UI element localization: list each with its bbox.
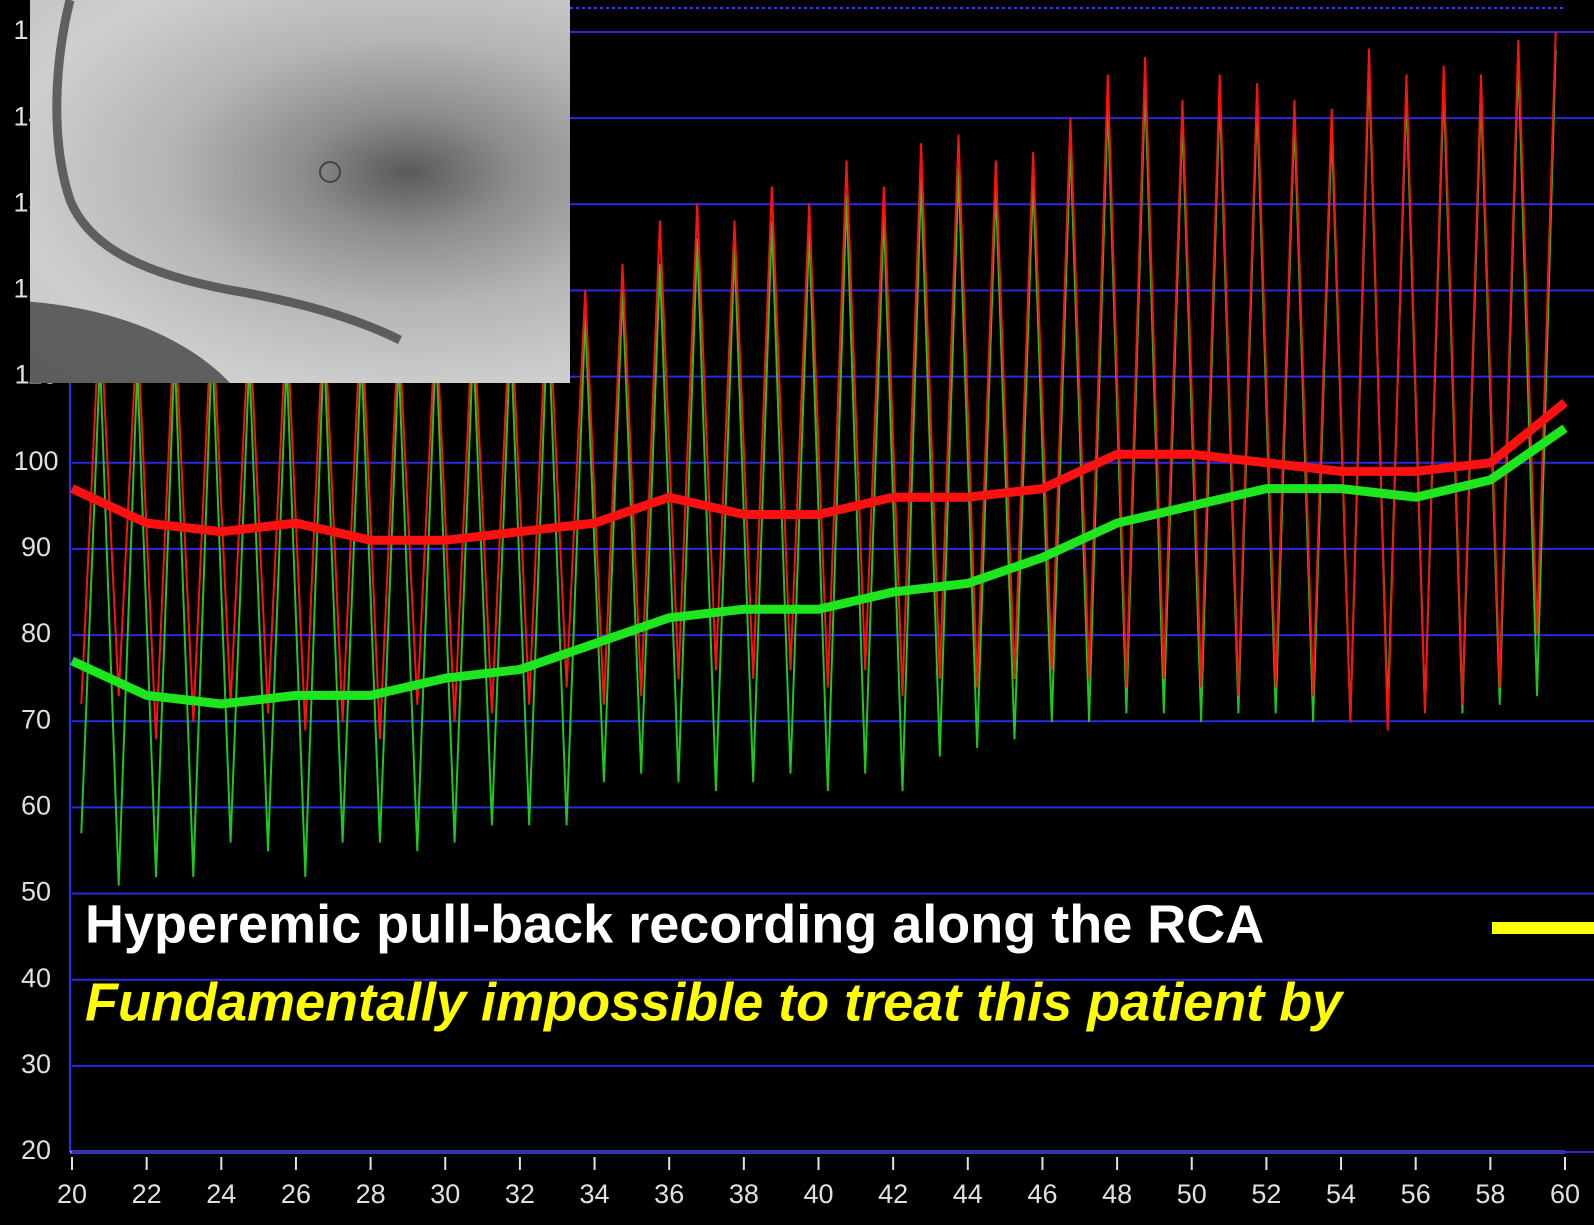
x-tick-label: 56	[1401, 1179, 1431, 1209]
x-tick-label: 20	[57, 1179, 87, 1209]
y-tick-label: 20	[21, 1135, 51, 1165]
x-tick-label: 32	[505, 1179, 535, 1209]
x-tick-label: 26	[281, 1179, 311, 1209]
x-tick-label: 38	[729, 1179, 759, 1209]
x-tick-label: 60	[1550, 1179, 1580, 1209]
x-tick-label: 54	[1326, 1179, 1356, 1209]
x-tick-label: 34	[580, 1179, 610, 1209]
y-tick-label: 90	[21, 532, 51, 562]
pressure-line	[70, 398, 1568, 545]
x-tick-label: 24	[206, 1179, 236, 1209]
x-tick-label: 28	[356, 1179, 386, 1209]
x-tick-label: 46	[1027, 1179, 1057, 1209]
y-tick-label: 70	[21, 704, 51, 734]
x-tick-label: 30	[430, 1179, 460, 1209]
x-tick-label: 44	[953, 1179, 983, 1209]
annotation: Fundamentally impossible to treat this p…	[85, 972, 1345, 1032]
angiogram-vessel	[30, 0, 403, 383]
y-tick-label: 80	[21, 618, 51, 648]
x-tick-label: 22	[132, 1179, 162, 1209]
x-tick-label: 58	[1475, 1179, 1505, 1209]
legend-swatch	[1492, 922, 1594, 934]
y-tick-label: 50	[21, 877, 51, 907]
plot	[70, 31, 1568, 886]
angiogram-image	[30, 0, 570, 383]
annotation: Hyperemic pull-back recording along the …	[85, 894, 1264, 954]
x-tick-label: 40	[803, 1179, 833, 1209]
y-tick-label: 30	[21, 1049, 51, 1079]
x-tick-label: 50	[1177, 1179, 1207, 1209]
x-tick-label: 42	[878, 1179, 908, 1209]
x-tick-label: 48	[1102, 1179, 1132, 1209]
pressure-line	[70, 424, 1568, 709]
y-tick-label: 100	[13, 446, 58, 476]
x-tick-label: 36	[654, 1179, 684, 1209]
y-tick-label: 40	[21, 963, 51, 993]
y-tick-label: 60	[21, 791, 51, 821]
grid: 2030405060708090100110120130140150202224…	[13, 15, 1594, 1209]
x-tick-label: 52	[1251, 1179, 1281, 1209]
